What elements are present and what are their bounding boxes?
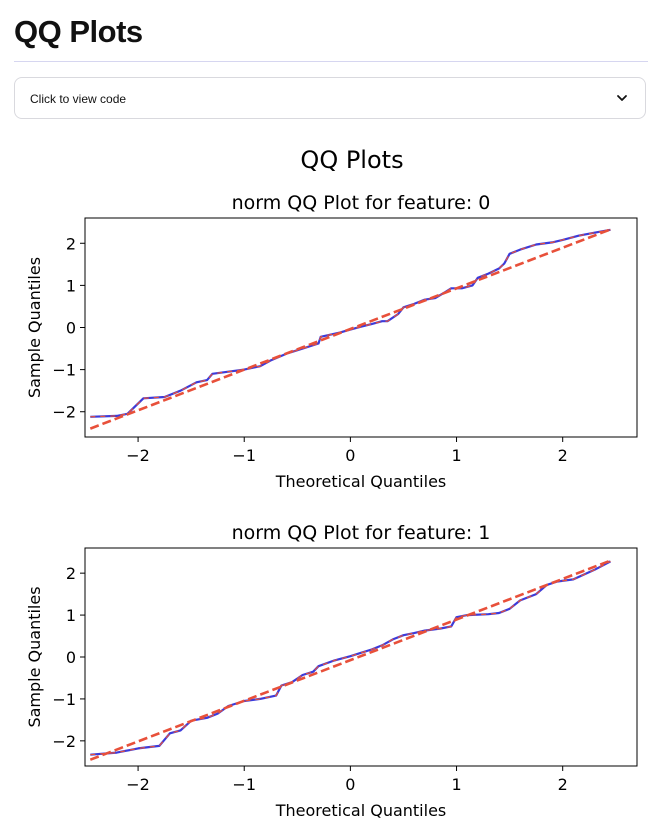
title-divider	[14, 61, 648, 62]
chart-0-reference-line	[89, 228, 611, 430]
chart-1-xlabel: Theoretical Quantiles	[275, 801, 447, 820]
chart-0-ylabel: Sample Quantiles	[25, 257, 44, 398]
chart-0-xtick-label: 2	[558, 446, 568, 465]
chart-0-ytick-label: −2	[52, 403, 76, 422]
chart-1-reference-line	[89, 559, 611, 761]
chart-0-xtick-label: −2	[126, 446, 150, 465]
chart-0-xtick-label: −1	[232, 446, 256, 465]
page-title: QQ Plots	[14, 14, 143, 49]
chart-0-xtick-label: 1	[451, 446, 461, 465]
chart-1-sample-overlay	[90, 560, 611, 756]
chart-0-ytick-label: 0	[66, 319, 76, 338]
chart-0-sample-line	[90, 228, 611, 418]
chart-0-title: norm QQ Plot for feature: 0	[232, 192, 491, 214]
qq-figure: QQ Plots norm QQ Plot for feature: 0 −2 −1…	[25, 146, 638, 820]
chart-1-title: norm QQ Plot for feature: 1	[232, 522, 491, 544]
chart-1-ytick-label: 2	[66, 564, 76, 583]
chart-0-ytick-label: 2	[66, 234, 76, 253]
chart-0-xlabel: Theoretical Quantiles	[275, 472, 447, 491]
chart-1-ytick-label: 1	[66, 606, 76, 625]
chevron-down-icon	[617, 95, 627, 101]
chart-1-ylabel: Sample Quantiles	[25, 586, 44, 727]
chart-0-ytick-label: −1	[52, 361, 76, 380]
chart-1-xtick-label: −2	[126, 775, 150, 794]
expander-label: Click to view code	[30, 92, 127, 106]
chart-1-xtick-label: 2	[558, 775, 568, 794]
chart-1-ytick-label: −2	[52, 732, 76, 751]
chart-1-xtick-label: 1	[451, 775, 461, 794]
chart-0-xtick-label: 0	[345, 446, 355, 465]
code-expander[interactable]: Click to view code	[14, 77, 646, 119]
chart-0-ytick-label: 1	[66, 276, 76, 295]
figure-suptitle: QQ Plots	[300, 146, 403, 174]
chart-1-ytick-label: −1	[52, 690, 76, 709]
chart-1-ytick-label: 0	[66, 648, 76, 667]
chart-1-xtick-label: 0	[345, 775, 355, 794]
chart-1-xtick-label: −1	[232, 775, 256, 794]
